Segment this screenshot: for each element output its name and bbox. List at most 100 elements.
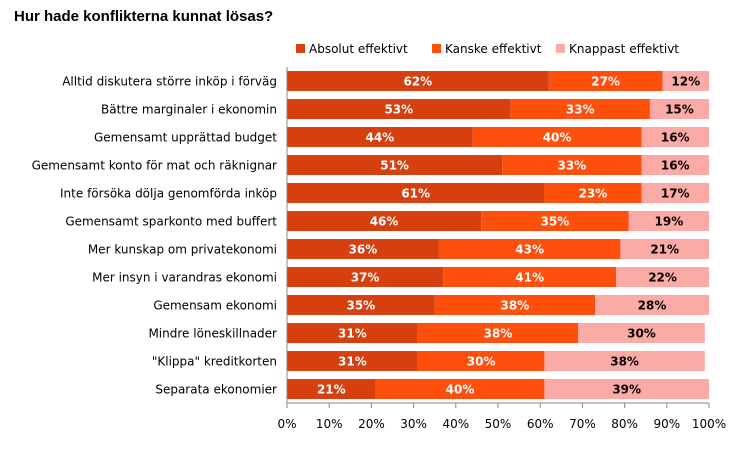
- legend-swatch-3: [556, 44, 565, 53]
- data-label-8-3: 22%: [648, 271, 677, 285]
- bar-segment-9-3: [595, 295, 709, 315]
- data-label-7-2: 43%: [515, 243, 544, 257]
- bar-segment-8-3: [616, 267, 709, 287]
- data-label-12-1: 21%: [317, 383, 346, 397]
- category-label-11: "Klippa" kreditkorten: [152, 355, 277, 369]
- x-tick-label-5: 40%: [442, 417, 469, 431]
- data-label-3-2: 40%: [543, 131, 572, 145]
- legend-label-2: Kanske effektivt: [445, 42, 542, 56]
- category-label-1: Alltid diskutera större inköp i förväg: [62, 75, 277, 89]
- bar-segment-3-2: [472, 127, 642, 147]
- data-label-10-2: 38%: [484, 327, 513, 341]
- x-tick-label-10: 90%: [653, 417, 680, 431]
- bar-segment-2-3: [649, 99, 709, 119]
- data-label-1-3: 12%: [671, 75, 700, 89]
- category-label-12: Separata ekonomier: [155, 383, 277, 397]
- bar-segment-7-2: [438, 239, 621, 259]
- bar-segment-6-1: [287, 211, 482, 231]
- bar-segment-11-2: [417, 351, 545, 371]
- data-label-2-3: 15%: [665, 103, 694, 117]
- bar-segment-8-1: [287, 267, 444, 287]
- bar-segment-9-2: [434, 295, 596, 315]
- bar-segment-11-1: [287, 351, 418, 371]
- data-label-5-3: 17%: [661, 187, 690, 201]
- data-label-9-2: 38%: [501, 299, 530, 313]
- data-label-11-1: 31%: [338, 355, 367, 369]
- data-label-2-2: 33%: [566, 103, 595, 117]
- category-label-9: Gemensam ekonomi: [153, 299, 277, 313]
- x-tick-label-9: 80%: [611, 417, 638, 431]
- bar-segment-4-2: [502, 155, 642, 175]
- bar-segment-12-3: [544, 379, 709, 399]
- data-label-8-1: 37%: [351, 271, 380, 285]
- bar-segment-10-2: [417, 323, 579, 343]
- category-label-5: Inte försöka dölja genomförda inköp: [60, 187, 277, 201]
- category-label-10: Mindre löneskillnader: [148, 327, 277, 341]
- bar-segment-11-3: [544, 351, 705, 371]
- legend-swatch-2: [432, 44, 441, 53]
- x-tick-label-11: 100%: [692, 417, 726, 431]
- legend-label-1: Absolut effektivt: [309, 42, 408, 56]
- bar-segment-1-3: [662, 71, 709, 91]
- x-tick-label-1: 0%: [277, 417, 296, 431]
- bar-segment-10-3: [578, 323, 705, 343]
- bar-segment-3-3: [641, 127, 709, 147]
- data-label-3-1: 44%: [365, 131, 394, 145]
- data-label-9-1: 35%: [346, 299, 375, 313]
- category-label-8: Mer insyn i varandras ekonomi: [92, 271, 277, 285]
- category-labels: Alltid diskutera större inköp i förväg Bä…: [32, 75, 278, 397]
- data-label-8-2: 41%: [515, 271, 544, 285]
- bar-segment-12-1: [287, 379, 376, 399]
- data-label-6-3: 19%: [655, 215, 684, 229]
- bar-segment-1-1: [287, 71, 549, 91]
- x-tick-label-7: 60%: [527, 417, 554, 431]
- data-label-2-1: 53%: [384, 103, 413, 117]
- bar-segment-12-2: [375, 379, 545, 399]
- bar-segment-8-2: [443, 267, 617, 287]
- bar-segment-4-1: [287, 155, 503, 175]
- data-label-10-1: 31%: [338, 327, 367, 341]
- chart-title: Hur hade konflikterna kunnat lösas?: [14, 8, 274, 25]
- x-tick-label-4: 30%: [400, 417, 427, 431]
- bar-segment-1-2: [548, 71, 663, 91]
- data-label-6-1: 46%: [370, 215, 399, 229]
- legend: Absolut effektivt Kanske effektivt Knappas…: [296, 42, 679, 56]
- bar-segment-6-2: [481, 211, 629, 231]
- data-label-5-1: 61%: [401, 187, 430, 201]
- x-tick-label-8: 70%: [569, 417, 596, 431]
- bar-segment-5-2: [544, 183, 642, 203]
- data-label-7-1: 36%: [349, 243, 378, 257]
- bar-segment-6-3: [628, 211, 709, 231]
- category-label-6: Gemensamt sparkonto med buffert: [65, 215, 277, 229]
- bar-segment-9-1: [287, 295, 435, 315]
- data-label-4-1: 51%: [380, 159, 409, 173]
- bar-segment-2-1: [287, 99, 511, 119]
- bar-segment-4-3: [641, 155, 709, 175]
- legend-swatch-1: [296, 44, 305, 53]
- data-label-4-2: 33%: [557, 159, 586, 173]
- data-label-7-3: 21%: [650, 243, 679, 257]
- bars-area: 62% 27% 12% 53% 33% 15% 44% 40% 16% 51% 33% 16% 61% 2…: [287, 71, 709, 399]
- bar-segment-10-1: [287, 323, 418, 343]
- category-label-4: Gemensamt konto för mat och räknignar: [32, 159, 277, 173]
- legend-label-3: Knappast effektivt: [569, 42, 679, 56]
- category-label-7: Mer kunskap om privatekonomi: [88, 243, 277, 257]
- data-label-1-1: 62%: [403, 75, 432, 89]
- x-tick-label-6: 50%: [485, 417, 512, 431]
- data-label-10-3: 30%: [627, 327, 656, 341]
- data-label-9-3: 28%: [638, 299, 667, 313]
- bar-segment-5-3: [641, 183, 709, 203]
- data-label-12-3: 39%: [612, 383, 641, 397]
- x-axis: 0% 10% 20% 30% 40% 50% 60% 70% 80% 90% 100%: [277, 67, 726, 431]
- data-label-12-2: 40%: [446, 383, 475, 397]
- bar-segment-2-2: [510, 99, 650, 119]
- data-label-11-2: 30%: [467, 355, 496, 369]
- data-label-11-3: 38%: [610, 355, 639, 369]
- data-label-5-2: 23%: [579, 187, 608, 201]
- bar-segment-7-3: [620, 239, 709, 259]
- data-label-1-2: 27%: [591, 75, 620, 89]
- x-tick-label-2: 10%: [316, 417, 343, 431]
- bar-segment-7-1: [287, 239, 439, 259]
- category-label-2: Bättre marginaler i ekonomin: [101, 103, 277, 117]
